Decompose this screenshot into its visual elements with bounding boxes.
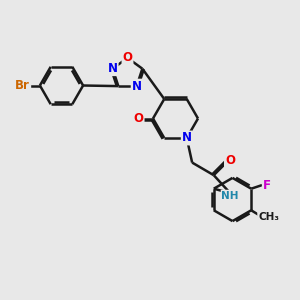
Text: CH₃: CH₃	[258, 212, 279, 222]
Text: F: F	[263, 178, 271, 192]
Text: N: N	[132, 80, 142, 93]
Text: N: N	[108, 62, 118, 75]
Text: Br: Br	[15, 79, 30, 92]
Text: O: O	[122, 51, 133, 64]
Text: O: O	[134, 112, 144, 125]
Text: N: N	[182, 131, 192, 145]
Text: O: O	[225, 154, 235, 167]
Text: NH: NH	[221, 190, 239, 201]
